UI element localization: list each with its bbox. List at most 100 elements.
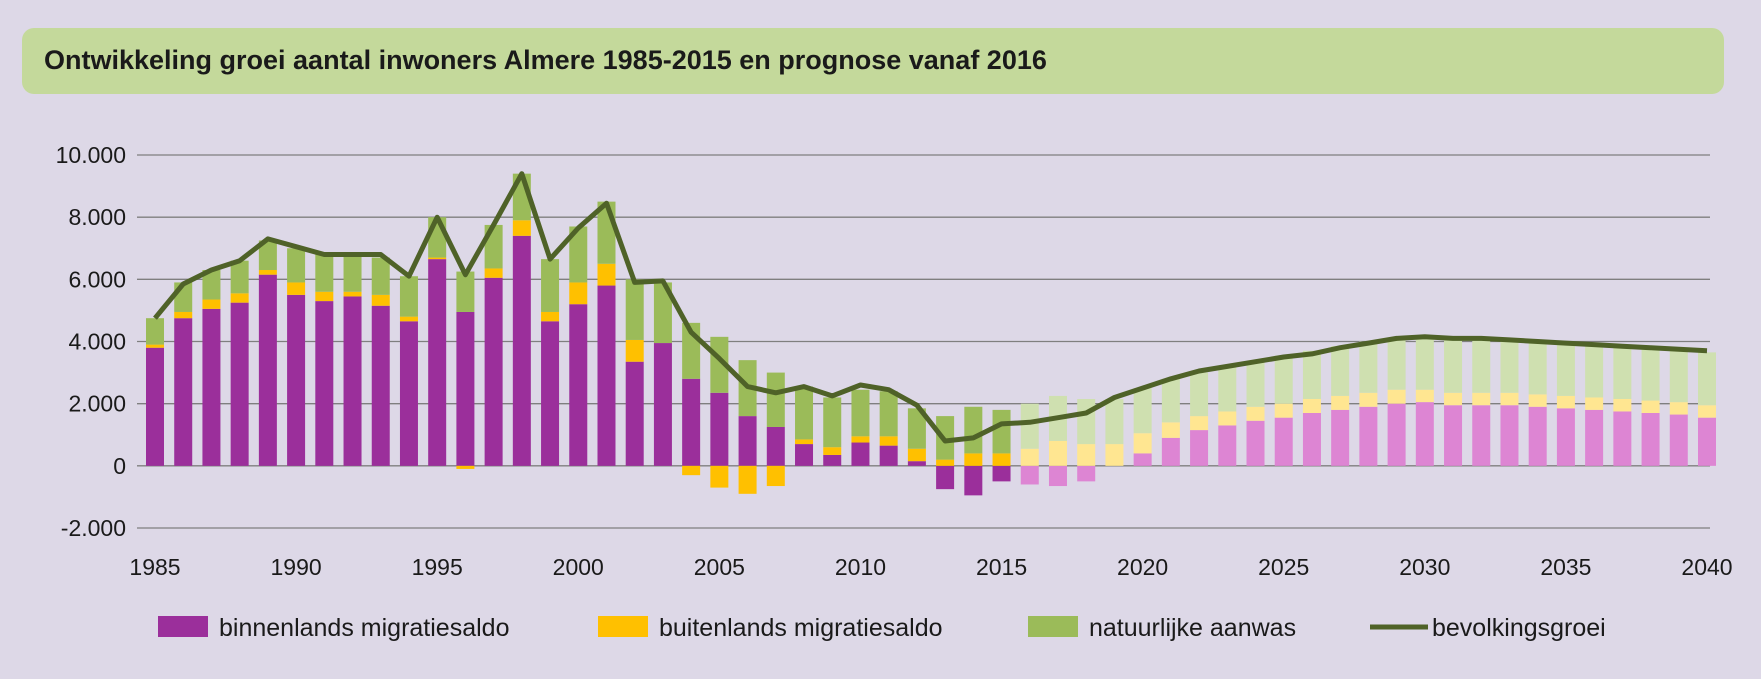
bar-natuurlijk-1985 <box>146 318 164 345</box>
bar-binnenlands-1985 <box>146 347 164 466</box>
bar-buitenlands-2013 <box>936 459 955 466</box>
bar-buitenlands-2000 <box>569 282 588 305</box>
bar-buitenlands-2035 <box>1556 395 1575 409</box>
bar-buitenlands-2009 <box>823 447 842 455</box>
bar-buitenlands-2029 <box>1387 389 1406 404</box>
bar-binnenlands-2021 <box>1161 437 1180 466</box>
bar-binnenlands-1998 <box>512 235 531 466</box>
bar-binnenlands-2032 <box>1472 405 1491 466</box>
x-tick-label: 2000 <box>553 554 604 580</box>
bar-buitenlands-1990 <box>287 282 306 295</box>
bar-binnenlands-2006 <box>738 416 757 466</box>
x-tick-label: 1990 <box>271 554 322 580</box>
y-axis-labels: -2.000 0 2.000 4.000 6.000 8.000 10.000 <box>56 142 126 541</box>
bar-binnenlands-2017 <box>1048 465 1067 487</box>
bar-binnenlands-2038 <box>1641 412 1660 466</box>
bar-buitenlands-1992 <box>343 291 362 297</box>
bar-buitenlands-2028 <box>1359 392 1378 407</box>
bar-natuurlijk-2022 <box>1190 372 1209 417</box>
legend: binnenlands migratiesaldo buitenlands mig… <box>158 614 1606 642</box>
bar-binnenlands-1990 <box>287 294 306 466</box>
bar-buitenlands-2017 <box>1048 440 1067 466</box>
bar-natuurlijk-2003 <box>653 282 672 344</box>
bar-buitenlands-2036 <box>1585 397 1604 410</box>
bar-natuurlijk-2040 <box>1698 352 1716 406</box>
bar-buitenlands-2037 <box>1613 399 1632 412</box>
bar-binnenlands-2005 <box>710 392 729 466</box>
x-tick-label: 2005 <box>694 554 745 580</box>
bar-binnenlands-2011 <box>879 445 898 466</box>
y-tick-label: 0 <box>113 453 126 479</box>
bar-binnenlands-1988 <box>230 302 249 466</box>
y-tick-label: 4.000 <box>68 329 126 355</box>
bar-natuurlijk-2009 <box>823 397 842 448</box>
bar-natuurlijk-2024 <box>1246 361 1265 407</box>
bar-buitenlands-2027 <box>1331 395 1350 410</box>
bar-natuurlijk-2032 <box>1472 339 1491 393</box>
bar-binnenlands-2027 <box>1331 409 1350 466</box>
bar-buitenlands-1993 <box>371 294 390 306</box>
bar-binnenlands-2015 <box>992 465 1011 482</box>
bar-binnenlands-2034 <box>1528 406 1547 466</box>
bar-buitenlands-2008 <box>795 439 814 445</box>
bar-natuurlijk-2023 <box>1218 366 1237 412</box>
bar-binnenlands-1991 <box>315 301 334 466</box>
bar-binnenlands-1989 <box>258 274 277 466</box>
bar-buitenlands-1991 <box>315 291 334 302</box>
y-tick-label: -2.000 <box>61 515 126 541</box>
bar-buitenlands-2039 <box>1669 402 1688 415</box>
bar-buitenlands-2016 <box>1020 448 1039 466</box>
bar-natuurlijk-1990 <box>287 248 306 283</box>
bar-binnenlands-2018 <box>1077 465 1096 482</box>
bar-binnenlands-2024 <box>1246 420 1265 466</box>
bar-natuurlijk-2007 <box>766 372 785 427</box>
bar-buitenlands-2007 <box>766 465 785 487</box>
bar-buitenlands-1987 <box>202 299 221 309</box>
bar-buitenlands-2019 <box>1105 444 1124 466</box>
x-tick-label: 2010 <box>835 554 886 580</box>
bar-binnenlands-2010 <box>851 442 870 466</box>
bar-natuurlijk-2027 <box>1331 346 1350 396</box>
bar-natuurlijk-2015 <box>992 409 1011 454</box>
bar-natuurlijk-2012 <box>907 408 926 449</box>
bar-buitenlands-2004 <box>682 465 701 476</box>
y-tick-label: 10.000 <box>56 142 126 168</box>
bar-binnenlands-2040 <box>1698 417 1716 466</box>
bar-binnenlands-2039 <box>1669 414 1688 466</box>
bar-natuurlijk-2035 <box>1556 343 1575 396</box>
bar-natuurlijk-2028 <box>1359 341 1378 393</box>
bar-buitenlands-2031 <box>1444 392 1463 406</box>
bar-natuurlijk-2034 <box>1528 341 1547 395</box>
bar-binnenlands-2016 <box>1020 465 1039 485</box>
x-axis-labels: 1985 1990 1995 2000 2005 2010 2015 2020 2025 2030… <box>129 554 1732 580</box>
bar-binnenlands-1986 <box>174 318 193 466</box>
bar-natuurlijk-2033 <box>1500 339 1519 393</box>
title-box: Ontwikkeling groei aantal inwoners Almer… <box>22 28 1724 94</box>
bar-buitenlands-1988 <box>230 293 249 303</box>
bar-buitenlands-2020 <box>1133 433 1152 454</box>
bar-buitenlands-1999 <box>541 311 560 322</box>
legend-swatch-buitenlands <box>598 616 648 637</box>
bar-buitenlands-2011 <box>879 436 898 446</box>
x-tick-label: 2040 <box>1681 554 1732 580</box>
bar-binnenlands-2025 <box>1274 417 1293 466</box>
bar-natuurlijk-1987 <box>202 270 221 300</box>
x-tick-label: 2025 <box>1258 554 1309 580</box>
bar-binnenlands-2009 <box>823 454 842 466</box>
bar-binnenlands-2014 <box>964 465 983 496</box>
bar-binnenlands-2020 <box>1133 453 1152 466</box>
bar-natuurlijk-1989 <box>258 240 277 271</box>
bar-natuurlijk-2029 <box>1387 338 1406 390</box>
legend-label-natuurlijk: natuurlijke aanwas <box>1089 614 1296 642</box>
bar-natuurlijk-2038 <box>1641 347 1660 401</box>
y-tick-label: 8.000 <box>68 204 126 230</box>
bar-natuurlijk-1996 <box>456 271 475 312</box>
bar-natuurlijk-2030 <box>1415 336 1434 390</box>
bar-buitenlands-2026 <box>1302 399 1321 413</box>
bar-binnenlands-1996 <box>456 311 475 466</box>
bar-buitenlands-2012 <box>907 448 926 462</box>
bar-natuurlijk-2016 <box>1020 403 1039 449</box>
bar-natuurlijk-2000 <box>569 226 588 283</box>
bar-binnenlands-2023 <box>1218 425 1237 466</box>
bar-binnenlands-2036 <box>1585 409 1604 466</box>
